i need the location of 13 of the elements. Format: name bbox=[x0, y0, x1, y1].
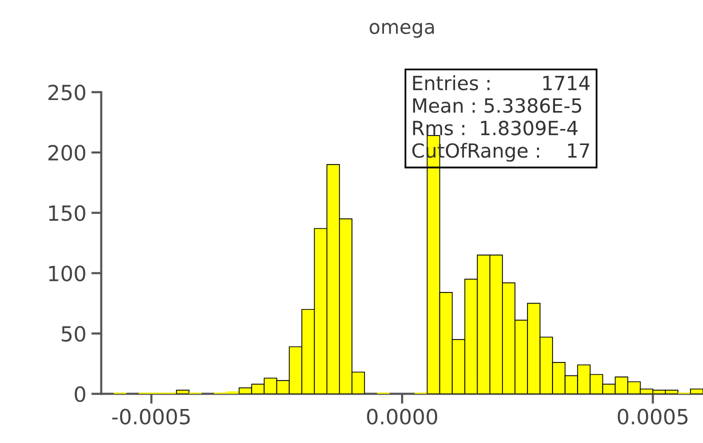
x-tick-label: 0.0000 bbox=[367, 408, 438, 425]
annotation: Rms : 1.8309E-4 bbox=[413, 120, 578, 136]
y-tick-label: 100 bbox=[49, 266, 86, 282]
y-tick-label: 200 bbox=[48, 144, 86, 161]
y-tick-label: 150 bbox=[49, 205, 86, 222]
x-tick-label: -0.0005 bbox=[112, 408, 190, 425]
y-tick-label: 50 bbox=[62, 326, 86, 342]
text: Entries : 1714 bbox=[413, 75, 590, 90]
y-tick-label: 0 bbox=[74, 386, 86, 402]
x-tick-label: 0.0005 bbox=[618, 408, 688, 425]
annotation: Mean : 5.3386E-5 bbox=[413, 98, 582, 113]
chart-title: omega bbox=[370, 22, 434, 38]
y-tick-label: 250 bbox=[48, 84, 86, 100]
